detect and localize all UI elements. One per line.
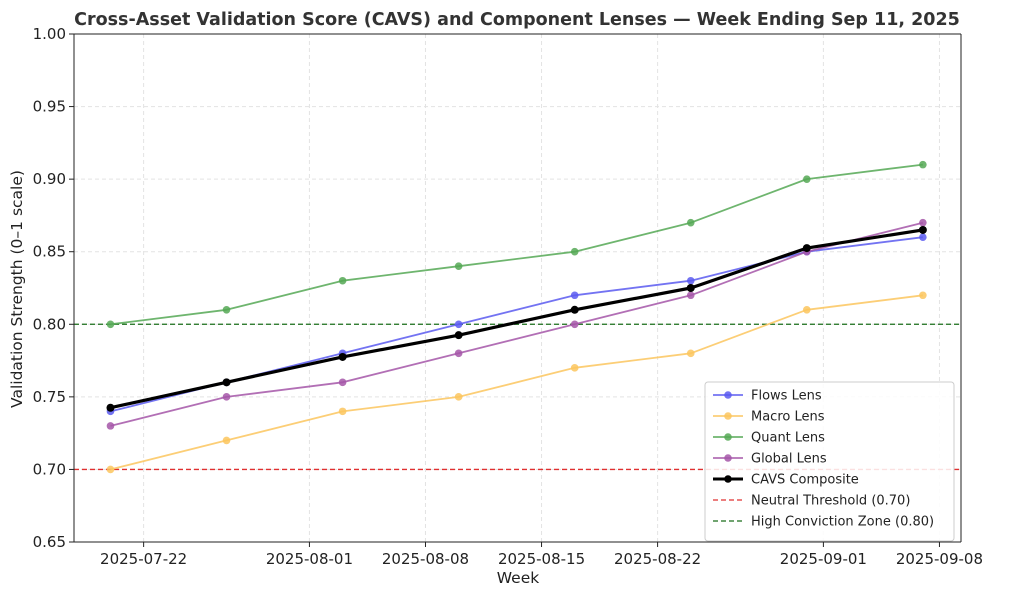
legend-swatch-marker (724, 475, 732, 483)
legend-item: Flows Lens (713, 389, 822, 404)
data-point (802, 244, 811, 253)
series-group (106, 225, 927, 412)
data-point (686, 284, 695, 292)
data-point (106, 320, 115, 329)
x-tick-labels: 2025-07-22 2025-08-01 2025-08-08 2025-08-15… (100, 542, 983, 568)
x-tick-label: 2025-08-08 (382, 550, 469, 568)
legend-swatch-marker (724, 454, 732, 462)
legend-item: CAVS Composite (713, 473, 859, 488)
legend-label: Macro Lens (751, 410, 825, 425)
x-tick-label: 2025-09-01 (780, 550, 867, 568)
legend-swatch-marker (724, 412, 732, 420)
x-tick-label: 2025-08-01 (266, 550, 353, 568)
data-point (222, 378, 231, 387)
y-tick-label: 0.70 (33, 460, 66, 478)
legend-swatch-marker (724, 391, 732, 399)
data-point (686, 218, 695, 227)
y-tick-label: 0.85 (33, 243, 66, 261)
series-layer (106, 160, 927, 474)
data-point (570, 305, 579, 314)
legend-label: Neutral Threshold (0.70) (751, 494, 910, 509)
data-point (338, 352, 347, 361)
data-point (106, 403, 115, 412)
legend-label: Quant Lens (751, 431, 825, 446)
y-tick-label: 0.90 (33, 170, 66, 188)
y-tick-label: 1.00 (33, 25, 66, 43)
data-point (454, 393, 463, 401)
data-point (454, 320, 463, 329)
data-point (570, 291, 579, 300)
y-tick-label: 0.65 (33, 533, 66, 551)
data-point (919, 291, 927, 300)
legend-label: CAVS Composite (751, 473, 859, 488)
data-point (918, 225, 927, 234)
series-group (106, 160, 927, 329)
data-point (106, 422, 115, 430)
data-point (454, 262, 463, 271)
data-point (338, 276, 347, 285)
legend: Flows Lens Macro Lens Quant Lens Global Len… (704, 381, 955, 542)
legend-item: Neutral Threshold (0.70) (713, 494, 910, 509)
series-line (110, 228, 924, 410)
data-point (570, 320, 579, 329)
data-point (686, 276, 695, 285)
data-point (338, 378, 347, 387)
data-point (919, 160, 927, 169)
y-tick-label: 0.95 (33, 98, 66, 116)
data-point (222, 305, 231, 314)
data-point (686, 349, 695, 358)
x-tick-label: 2025-08-15 (498, 550, 585, 568)
legend-swatch-marker (724, 433, 732, 441)
y-tick-labels: 0.65 0.70 0.75 0.80 0.85 0.90 0.95 1.00 (33, 25, 74, 551)
data-point (803, 175, 811, 183)
series-group (106, 291, 927, 474)
legend-box (704, 381, 955, 542)
legend-item: Macro Lens (713, 410, 825, 425)
series-line (110, 294, 924, 471)
data-point (686, 291, 695, 300)
data-point (222, 436, 231, 445)
data-point (222, 393, 231, 401)
data-point (570, 247, 579, 256)
series-line (110, 221, 924, 427)
legend-label: Global Lens (751, 452, 827, 467)
axes (73, 33, 962, 543)
data-point (106, 465, 115, 474)
series-line (110, 163, 924, 326)
x-tick-label: 2025-07-22 (100, 550, 187, 568)
y-tick-label: 0.75 (33, 388, 66, 406)
y-tick-label: 0.80 (33, 315, 66, 333)
chart-title: Cross-Asset Validation Score (CAVS) and … (74, 10, 960, 30)
series-group (106, 218, 927, 430)
x-tick-label: 2025-08-22 (614, 550, 701, 568)
x-tick-label: 2025-09-08 (896, 550, 983, 568)
data-point (454, 349, 463, 358)
data-point (803, 305, 811, 314)
data-point (338, 407, 347, 416)
y-axis-label: Validation Strength (0–1 scale) (8, 170, 26, 408)
x-axis-label: Week (497, 569, 539, 587)
legend-item: High Conviction Zone (0.80) (713, 515, 934, 530)
legend-label: High Conviction Zone (0.80) (751, 515, 934, 530)
data-point (919, 233, 927, 241)
legend-item: Global Lens (713, 452, 827, 467)
data-point (570, 364, 579, 372)
legend-label: Flows Lens (751, 389, 822, 404)
data-point (919, 218, 927, 227)
data-point (454, 331, 463, 340)
legend-item: Quant Lens (713, 431, 825, 446)
